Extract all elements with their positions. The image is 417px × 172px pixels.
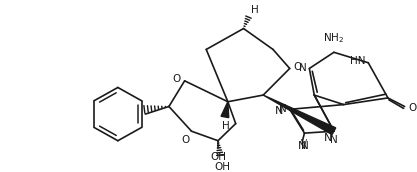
Text: NH$_2$: NH$_2$ (323, 31, 344, 45)
Text: O: O (294, 62, 302, 72)
Text: H: H (222, 121, 230, 131)
Text: N: N (298, 141, 306, 151)
Text: N: N (299, 63, 306, 73)
Polygon shape (221, 102, 229, 118)
Text: O: O (173, 74, 181, 84)
Polygon shape (263, 95, 336, 135)
Text: N: N (274, 106, 283, 116)
Text: O: O (181, 135, 190, 145)
Text: N: N (301, 141, 308, 151)
Text: H: H (251, 5, 259, 15)
Text: N: N (324, 133, 332, 143)
Text: O: O (409, 103, 417, 113)
Text: N: N (279, 104, 287, 114)
Text: HN: HN (350, 56, 365, 66)
Text: \/: \/ (301, 139, 307, 148)
Text: OH: OH (210, 152, 226, 162)
Text: N: N (330, 135, 338, 145)
Text: OH: OH (214, 162, 230, 172)
